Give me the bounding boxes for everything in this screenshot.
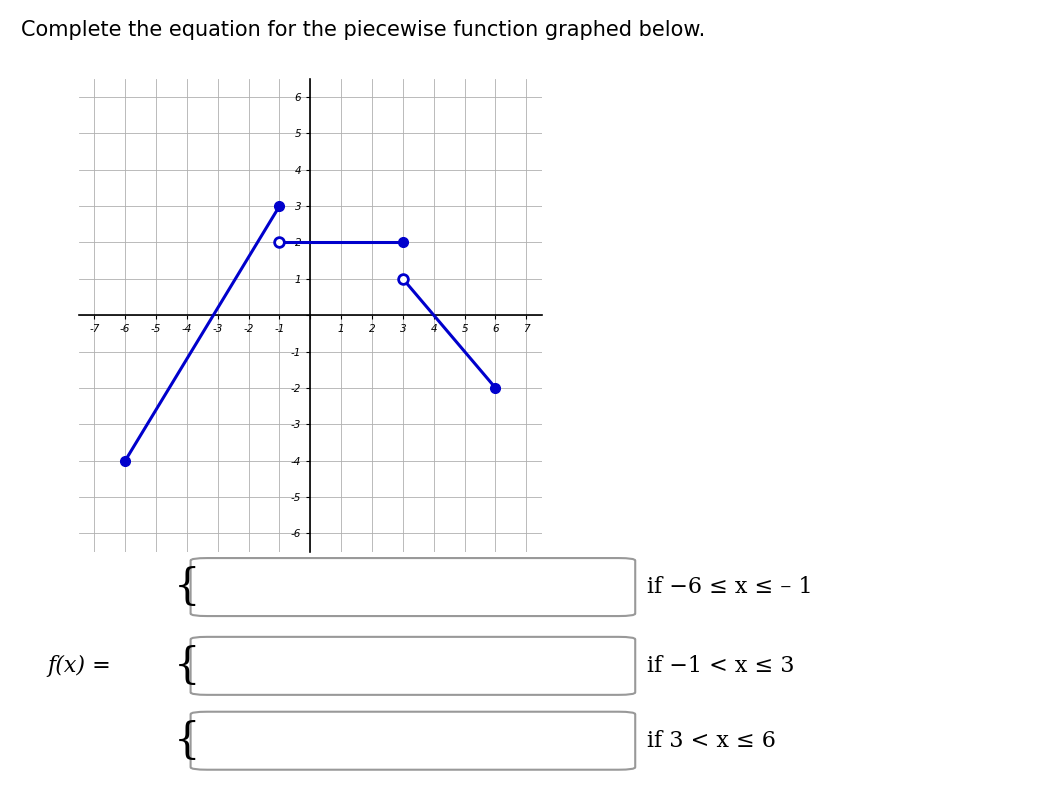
FancyBboxPatch shape xyxy=(190,558,635,616)
Text: {: { xyxy=(174,566,201,608)
Text: {: { xyxy=(174,719,201,762)
FancyBboxPatch shape xyxy=(190,637,635,695)
Text: if 3 < x ≤ 6: if 3 < x ≤ 6 xyxy=(647,730,776,752)
Text: f(x) =: f(x) = xyxy=(47,655,112,677)
Text: Complete the equation for the piecewise function graphed below.: Complete the equation for the piecewise … xyxy=(21,20,705,39)
Text: {: { xyxy=(174,645,201,687)
Text: if −1 < x ≤ 3: if −1 < x ≤ 3 xyxy=(647,655,794,677)
Text: if −6 ≤ x ≤ – 1: if −6 ≤ x ≤ – 1 xyxy=(647,576,812,598)
FancyBboxPatch shape xyxy=(190,712,635,770)
